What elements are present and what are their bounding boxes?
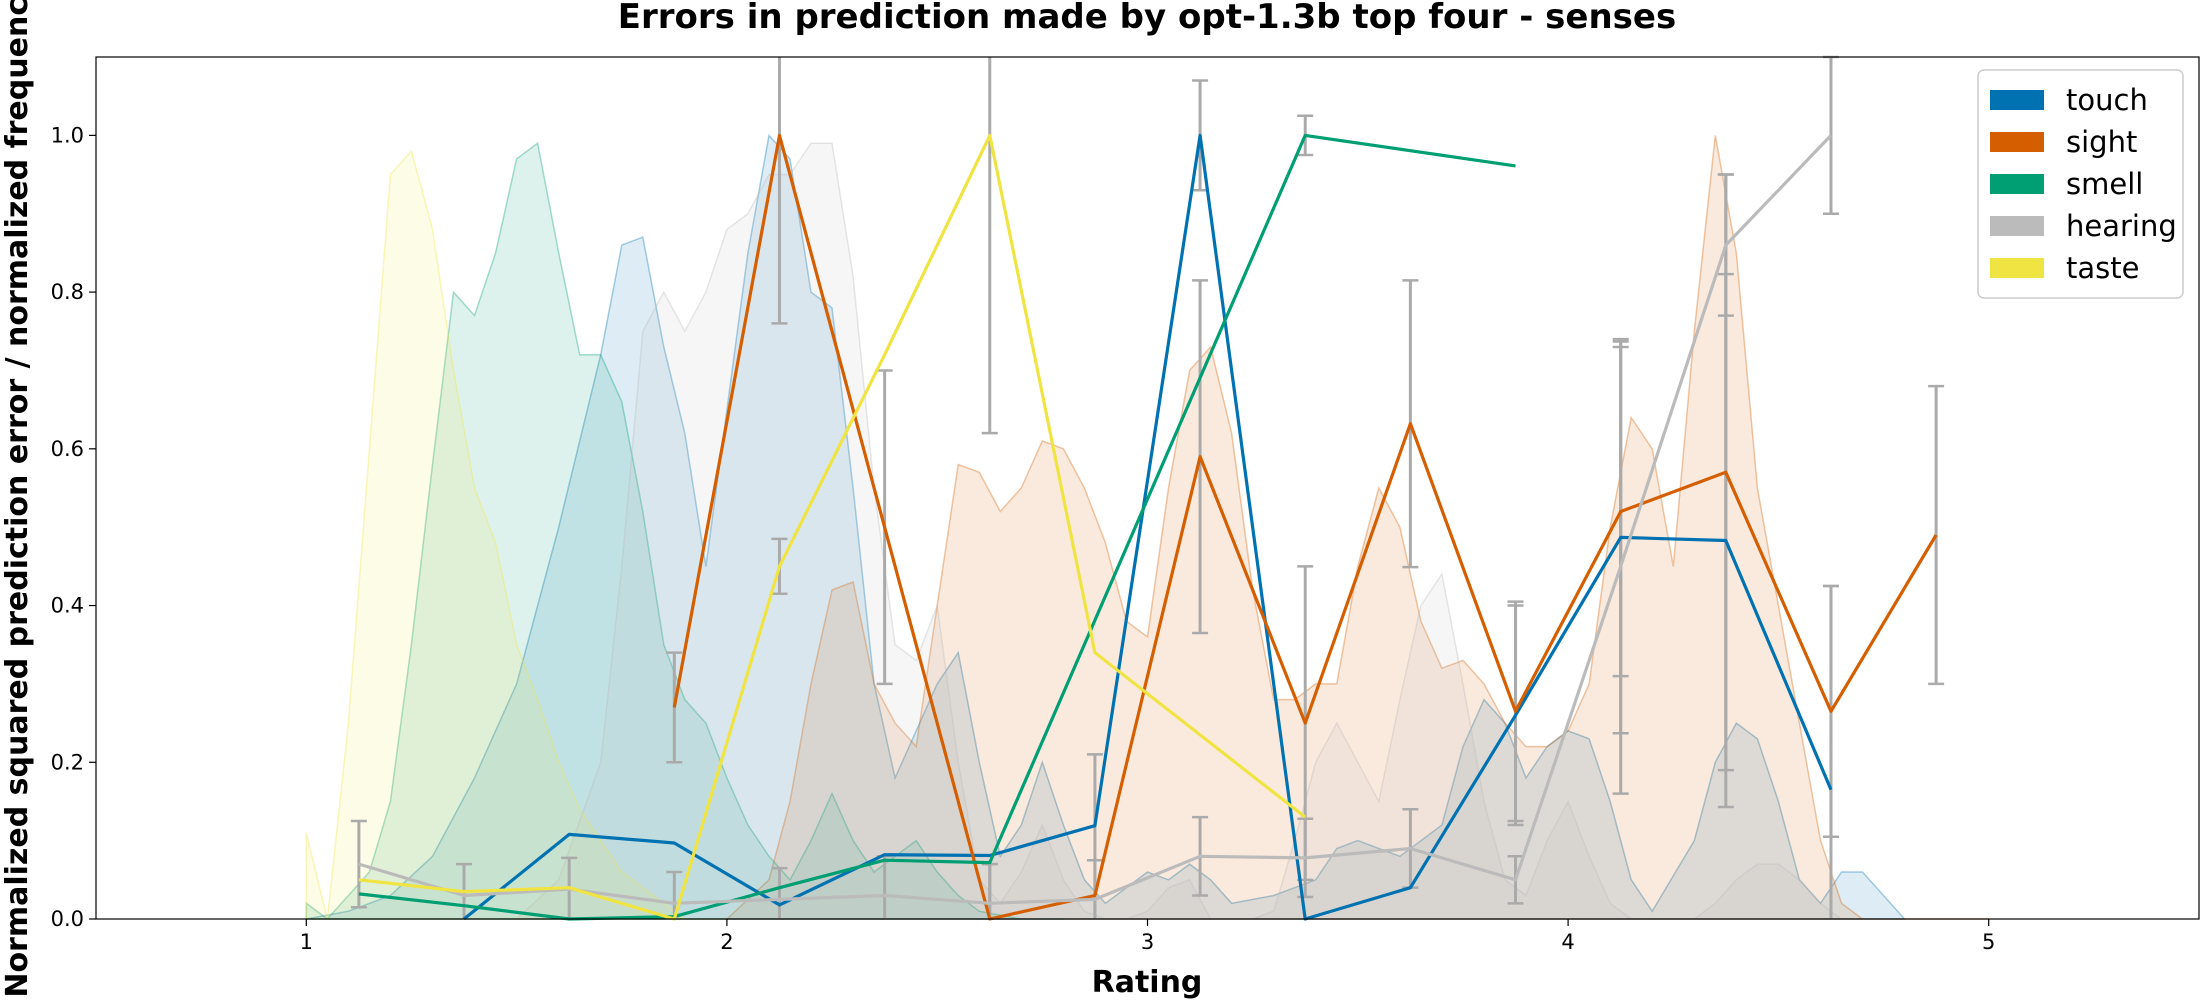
density-layer [305,133,1989,921]
error-bar-hearing [666,870,683,919]
legend-swatch [1990,90,2044,110]
x-tick-label: 2 [720,930,733,954]
legend-label: hearing [2066,209,2177,243]
x-tick-label: 4 [1561,930,1574,954]
line-layer [358,133,1938,921]
legend-box [1977,69,2184,299]
y-tick-label: 0.4 [51,594,84,618]
x-axis-label: Rating [1092,965,1203,1000]
legend-label: taste [2066,251,2139,285]
legend-swatch [1990,216,2044,236]
legend-item-hearing: hearing [1990,209,2177,243]
x-axis: 1 2 3 4 5 [300,919,1995,954]
density-area-sight [724,135,1989,920]
chart-title: Errors in prediction made by opt-1.3b to… [618,0,1676,37]
y-tick-label: 1.0 [51,123,84,147]
legend-item-smell: smell [1990,167,2143,201]
legend-swatch [1990,258,2044,278]
x-tick-label: 5 [1982,930,1995,954]
error-bar-sight [666,651,683,764]
legend-label: sight [2066,125,2137,159]
legend-item-taste: taste [1990,251,2139,285]
y-tick-label: 0.0 [51,907,84,931]
series-line-touch [462,133,1833,921]
x-tick-label: 3 [1141,930,1154,954]
density-area-smell [305,141,1064,921]
y-tick-label: 0.2 [51,750,84,774]
error-bar-hearing [1822,55,1839,215]
legend-label: touch [2066,83,2148,117]
y-tick-label: 0.6 [51,437,84,461]
legend-item-sight: sight [1990,125,2137,159]
legend: touch sight smell hearing taste [1977,69,2184,299]
legend-swatch [1990,132,2044,152]
error-bar-hearing [350,819,367,909]
series-line-taste [358,133,1307,921]
legend-swatch [1990,174,2044,194]
error-bar-sight [771,57,788,325]
y-axis: 0.0 0.2 0.4 0.6 0.8 1.0 [51,123,96,931]
legend-label: smell [2066,167,2143,201]
series-line-sight [672,133,1938,921]
y-axis-label: Normalized squared prediction error / no… [0,0,35,998]
series-line-smell [358,133,1516,921]
density-area-taste [305,149,727,920]
series-line-hearing [358,134,1833,905]
legend-item-touch: touch [1990,83,2148,117]
plot-area [95,55,2200,921]
y-tick-label: 0.8 [51,280,84,304]
x-tick-label: 1 [300,930,313,954]
error-bar-taste [981,57,998,435]
error-bar-hearing [771,866,788,919]
density-area-touch [306,133,1907,920]
